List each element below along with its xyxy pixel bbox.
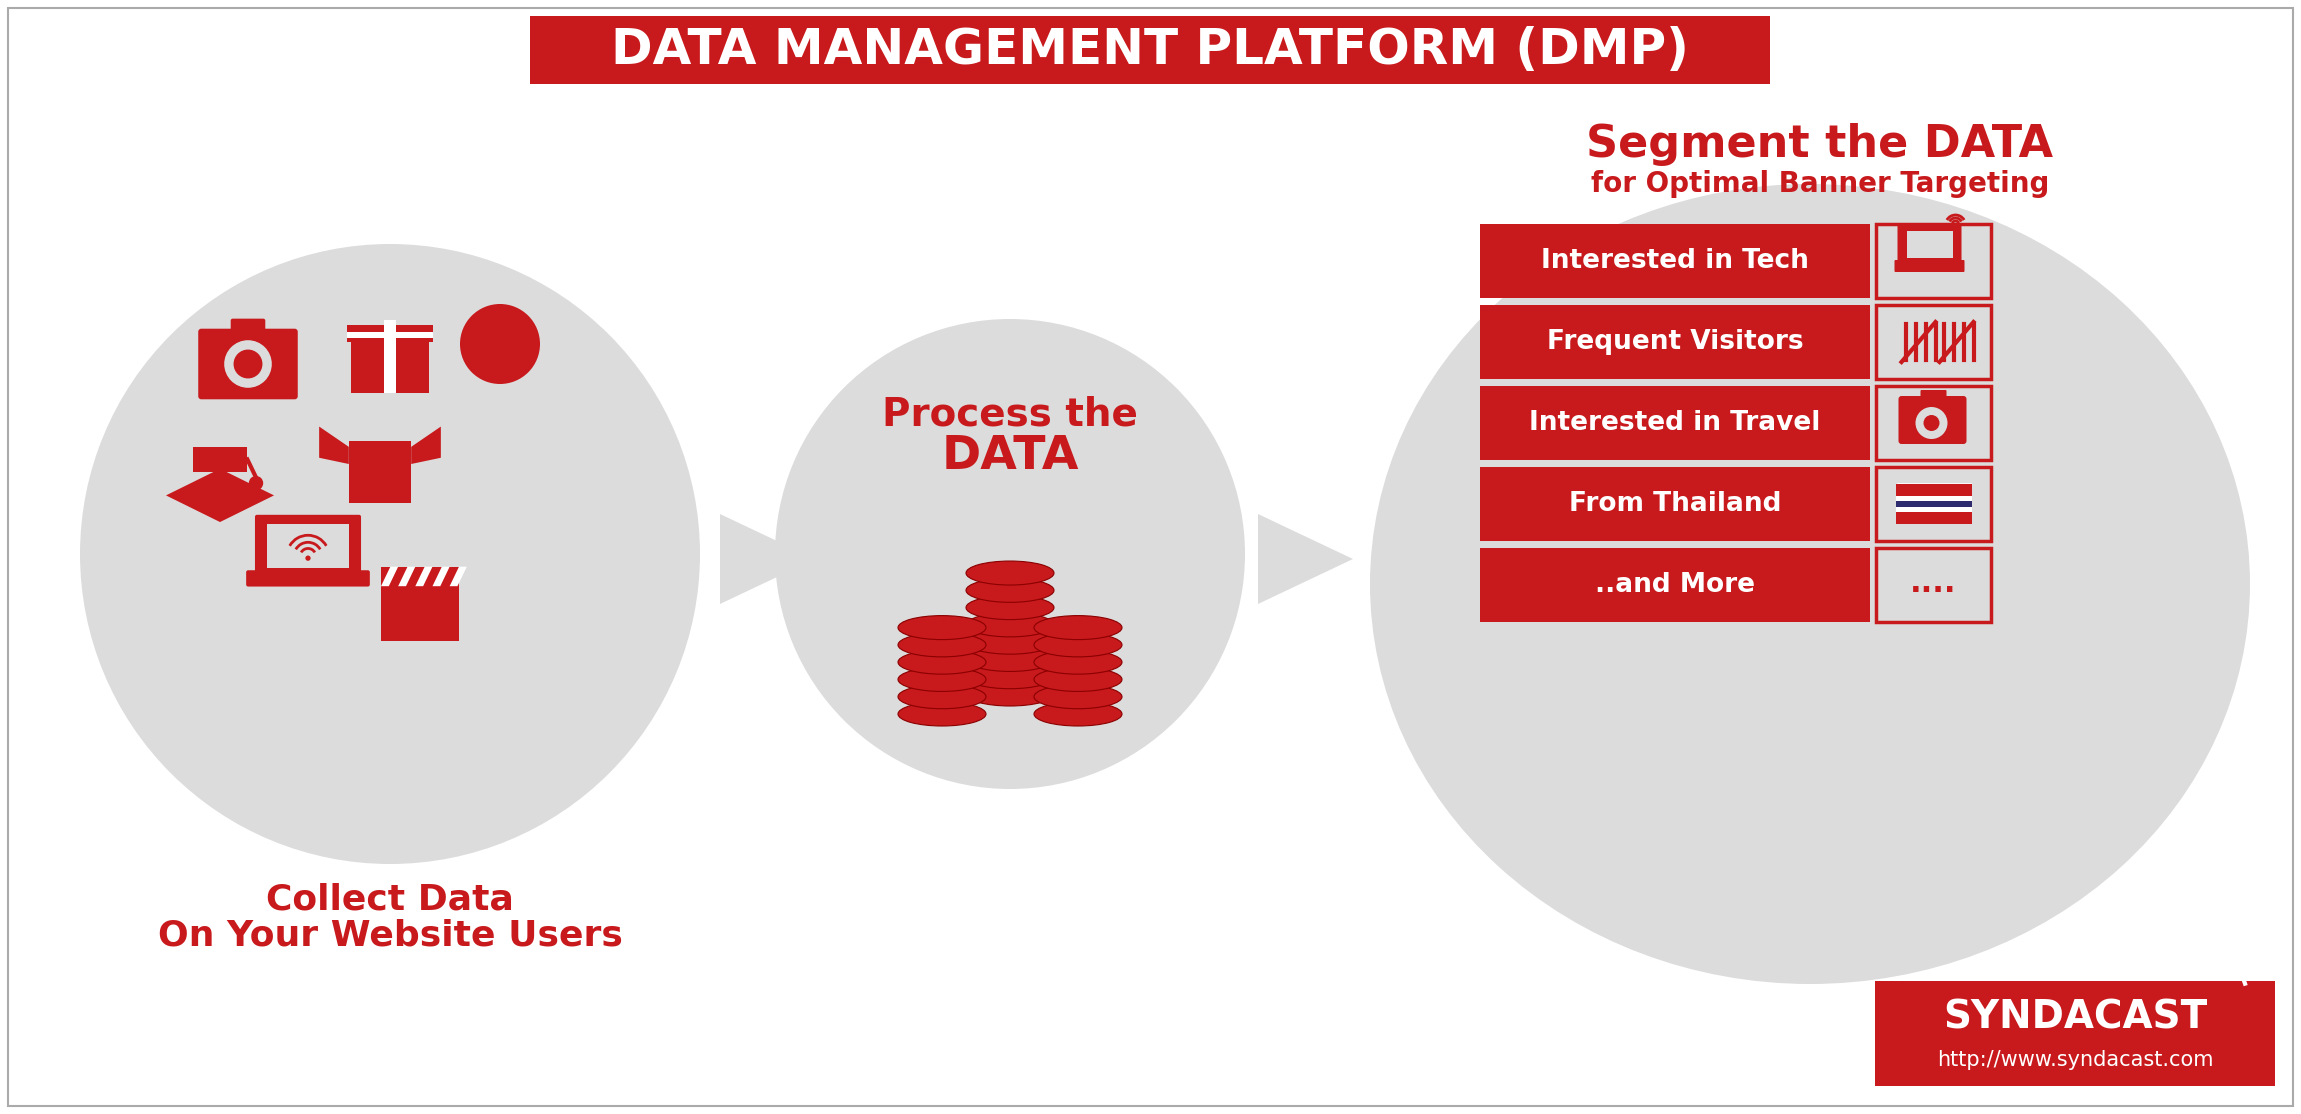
Ellipse shape [775, 319, 1245, 789]
Ellipse shape [897, 651, 987, 674]
FancyBboxPatch shape [1875, 385, 1990, 460]
Polygon shape [382, 567, 398, 586]
Text: DATA MANAGEMENT PLATFORM (DMP): DATA MANAGEMENT PLATFORM (DMP) [612, 26, 1689, 74]
Text: Collect Data: Collect Data [267, 882, 513, 916]
FancyBboxPatch shape [382, 585, 458, 641]
FancyBboxPatch shape [1875, 224, 1990, 299]
Ellipse shape [1369, 184, 2250, 984]
Ellipse shape [897, 616, 987, 639]
Text: for Optimal Banner Targeting: for Optimal Banner Targeting [1590, 170, 2050, 198]
FancyBboxPatch shape [350, 340, 430, 393]
FancyBboxPatch shape [1480, 548, 1871, 622]
Text: http://www.syndacast.com: http://www.syndacast.com [1937, 1049, 2214, 1069]
FancyBboxPatch shape [1896, 507, 1972, 512]
Text: Segment the DATA: Segment the DATA [1585, 123, 2052, 166]
Text: ....: .... [1910, 568, 1956, 597]
Circle shape [306, 556, 311, 560]
FancyBboxPatch shape [230, 319, 265, 338]
Ellipse shape [1033, 685, 1123, 709]
FancyBboxPatch shape [529, 16, 1769, 84]
FancyBboxPatch shape [1875, 467, 1990, 541]
Ellipse shape [966, 561, 1054, 585]
Ellipse shape [1033, 702, 1123, 726]
FancyBboxPatch shape [1896, 510, 1972, 524]
Ellipse shape [897, 667, 987, 692]
FancyBboxPatch shape [1894, 260, 1965, 272]
Circle shape [1954, 225, 1958, 229]
Circle shape [249, 476, 262, 490]
Polygon shape [414, 567, 433, 586]
Polygon shape [720, 514, 815, 604]
FancyBboxPatch shape [347, 332, 433, 338]
Polygon shape [433, 567, 449, 586]
FancyBboxPatch shape [1875, 981, 2276, 1086]
FancyBboxPatch shape [1908, 231, 1954, 258]
FancyBboxPatch shape [246, 570, 370, 587]
FancyBboxPatch shape [198, 329, 297, 399]
Ellipse shape [1033, 633, 1123, 657]
FancyBboxPatch shape [1898, 223, 1960, 265]
Ellipse shape [897, 702, 987, 726]
Polygon shape [193, 447, 249, 471]
Ellipse shape [966, 596, 1054, 619]
Ellipse shape [966, 647, 1054, 672]
Polygon shape [320, 427, 350, 465]
FancyBboxPatch shape [1875, 548, 1990, 622]
Polygon shape [350, 441, 412, 504]
FancyBboxPatch shape [1480, 467, 1871, 541]
FancyBboxPatch shape [1875, 305, 1990, 379]
Polygon shape [1259, 514, 1353, 604]
FancyBboxPatch shape [382, 567, 458, 586]
FancyBboxPatch shape [1896, 496, 1972, 501]
FancyBboxPatch shape [267, 524, 350, 568]
Text: From Thailand: From Thailand [1569, 491, 1781, 517]
FancyBboxPatch shape [1896, 483, 1972, 498]
FancyBboxPatch shape [384, 320, 396, 393]
Text: DATA: DATA [941, 433, 1079, 479]
Ellipse shape [966, 578, 1054, 603]
Ellipse shape [81, 244, 700, 864]
FancyBboxPatch shape [1480, 305, 1871, 379]
FancyBboxPatch shape [347, 325, 433, 342]
FancyBboxPatch shape [1921, 390, 1947, 402]
FancyBboxPatch shape [1896, 496, 1972, 512]
Polygon shape [166, 469, 274, 522]
Circle shape [460, 304, 541, 384]
FancyBboxPatch shape [1898, 395, 1967, 444]
Circle shape [223, 340, 272, 388]
Ellipse shape [966, 631, 1054, 654]
Ellipse shape [1033, 616, 1123, 639]
Text: On Your Website Users: On Your Website Users [156, 919, 624, 952]
Text: Process the: Process the [881, 395, 1139, 433]
Polygon shape [364, 423, 398, 441]
Ellipse shape [1033, 651, 1123, 674]
Ellipse shape [897, 685, 987, 709]
Text: Interested in Travel: Interested in Travel [1530, 410, 1820, 436]
Ellipse shape [897, 633, 987, 657]
FancyBboxPatch shape [1480, 385, 1871, 460]
FancyBboxPatch shape [1896, 482, 1972, 524]
Text: ..and More: ..and More [1595, 571, 1756, 598]
Ellipse shape [966, 665, 1054, 688]
FancyBboxPatch shape [255, 515, 361, 576]
Circle shape [1914, 407, 1947, 439]
Text: Interested in Tech: Interested in Tech [1542, 248, 1809, 274]
Circle shape [232, 350, 262, 379]
Ellipse shape [1033, 667, 1123, 692]
Text: SYNDACAST: SYNDACAST [1942, 999, 2207, 1037]
Polygon shape [412, 427, 442, 465]
Polygon shape [398, 567, 414, 586]
Polygon shape [449, 567, 467, 586]
Ellipse shape [966, 613, 1054, 637]
Ellipse shape [966, 682, 1054, 706]
Text: Frequent Visitors: Frequent Visitors [1546, 329, 1804, 355]
Circle shape [1924, 416, 1940, 431]
FancyBboxPatch shape [1480, 224, 1871, 299]
